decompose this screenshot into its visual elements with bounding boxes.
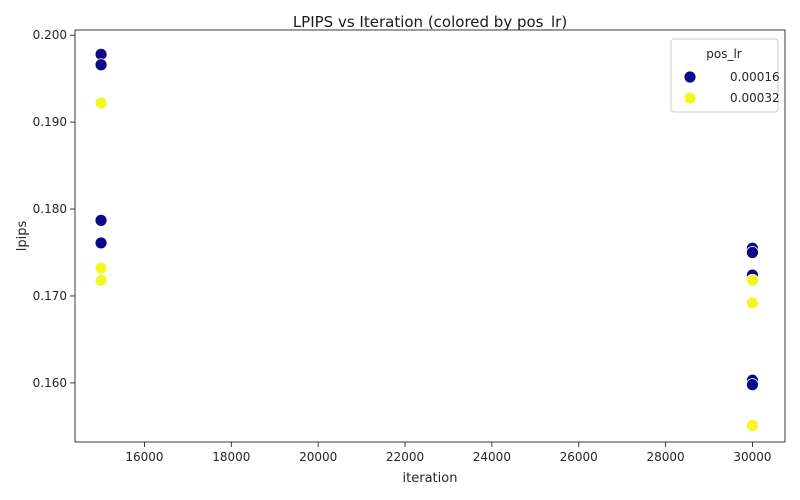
y-tick-label: 0.160 (33, 376, 67, 390)
data-points (94, 47, 759, 432)
chart-title: LPIPS vs Iteration (colored by pos_lr) (293, 13, 567, 32)
x-tick-label: 28000 (646, 450, 684, 464)
data-point-series-1 (94, 261, 108, 275)
y-tick-label: 0.190 (33, 115, 67, 129)
legend-entry-label: 0.00016 (730, 70, 780, 84)
x-tick-label: 18000 (212, 450, 250, 464)
y-axis-ticks: 0.160 0.170 0.180 0.190 0.200 (33, 28, 75, 390)
y-axis-label: lpips (15, 221, 30, 252)
legend-items: 0.00016 0.00032 (683, 70, 780, 105)
legend-box (670, 38, 779, 113)
data-point-series-0 (94, 236, 108, 250)
plot-area: 16000 18000 20000 22000 24000 26000 28000 30000… (33, 28, 786, 464)
legend-marker (683, 91, 697, 105)
x-tick-label: 16000 (125, 450, 163, 464)
y-tick-label: 0.200 (33, 28, 67, 42)
data-point-series-1 (94, 96, 108, 110)
data-point-series-0 (746, 378, 759, 392)
x-axis-ticks: 16000 18000 20000 22000 24000 26000 28000 30000 (125, 442, 772, 464)
data-point-series-0 (94, 58, 108, 72)
x-tick-label: 20000 (299, 450, 337, 464)
legend-marker (683, 70, 697, 84)
legend-entry-label: 0.00032 (730, 91, 780, 105)
data-point-series-1 (746, 419, 759, 432)
x-tick-label: 22000 (386, 450, 424, 464)
data-point-series-1 (94, 273, 108, 287)
data-point-series-0 (94, 213, 108, 227)
data-point-series-1 (746, 273, 759, 287)
data-point-series-0 (746, 246, 759, 259)
x-axis-label: iteration (403, 471, 458, 486)
legend: pos_lr 0.00016 0.00032 (670, 38, 780, 113)
y-tick-label: 0.170 (33, 289, 67, 303)
legend-title: pos_lr (706, 47, 742, 61)
plot-frame (74, 29, 786, 443)
data-point-series-1 (746, 296, 759, 310)
x-tick-label: 24000 (473, 450, 511, 464)
x-tick-label: 30000 (733, 450, 771, 464)
y-tick-label: 0.180 (33, 202, 67, 216)
x-tick-label: 26000 (560, 450, 598, 464)
